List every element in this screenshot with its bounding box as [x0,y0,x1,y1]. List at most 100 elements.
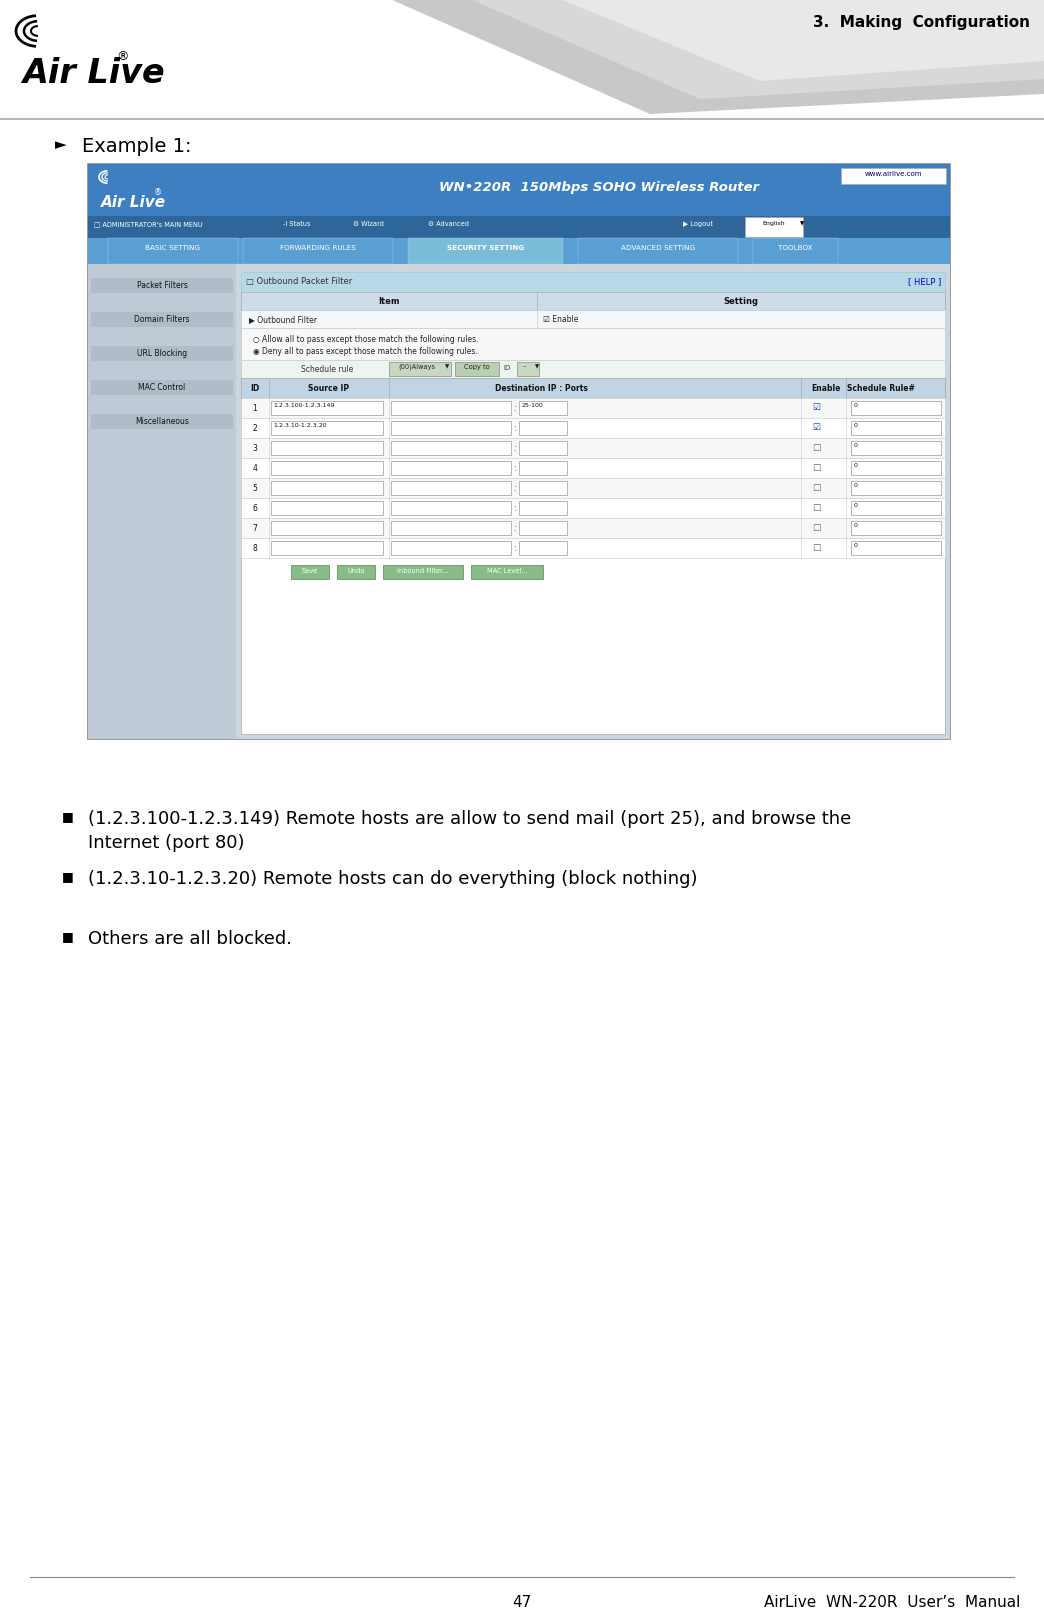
Text: ID: ID [503,365,511,371]
Text: □: □ [812,523,821,531]
Text: ▼: ▼ [535,363,540,368]
Text: 1.2.3.10-1.2.3.20: 1.2.3.10-1.2.3.20 [272,423,327,428]
Bar [851,542,941,555]
Text: Item: Item [378,297,400,305]
Bar [241,539,945,558]
Bar [241,458,945,479]
Bar [241,329,945,362]
Text: --: -- [523,363,527,368]
Text: 0: 0 [854,502,858,508]
Text: ▼: ▼ [800,221,804,226]
Bar [241,499,945,518]
Bar [91,347,233,362]
Text: Example 1:: Example 1: [82,137,191,157]
Text: [ HELP ]: [ HELP ] [907,278,941,286]
Text: ☑ Enable: ☑ Enable [543,315,578,324]
Text: 0: 0 [854,463,858,468]
Text: MAC Control: MAC Control [139,383,186,392]
Bar [851,402,941,416]
Bar [519,402,567,416]
Bar [389,363,451,376]
Text: ▶ Logout: ▶ Logout [683,221,713,228]
Text: Inbound Filter...: Inbound Filter... [398,568,449,573]
Bar [519,521,567,536]
Bar [392,502,511,516]
Text: Destination IP : Ports: Destination IP : Ports [495,384,588,392]
Text: Schedule rule: Schedule rule [301,365,353,374]
Text: BASIC SETTING: BASIC SETTING [145,245,200,250]
Text: SECURITY SETTING: SECURITY SETTING [447,245,524,250]
Bar [241,418,945,439]
Text: Copy to: Copy to [465,363,490,370]
Text: 0: 0 [854,483,858,487]
Text: URL Blocking: URL Blocking [137,349,187,358]
Bar [241,518,945,539]
Text: ⚙ Wizard: ⚙ Wizard [353,221,384,228]
Bar [88,265,950,739]
Bar [271,442,383,455]
Bar [91,279,233,294]
Bar [241,292,945,312]
Bar [455,363,499,376]
Bar [88,239,950,265]
Text: :: : [513,444,516,452]
Bar [851,421,941,436]
Text: ■: ■ [62,810,74,823]
Bar [91,415,233,429]
Text: Save: Save [302,568,318,573]
Bar [241,273,945,292]
Bar [88,216,950,239]
Text: ID: ID [251,384,260,392]
Bar [271,481,383,495]
Text: MAC Level...: MAC Level... [487,568,527,573]
Polygon shape [470,0,1044,100]
Text: 1.2.3.100-1.2.3.149: 1.2.3.100-1.2.3.149 [272,404,334,408]
Text: 2: 2 [253,424,258,433]
Text: ►: ► [55,137,67,152]
Bar [241,479,945,499]
Bar [841,169,946,186]
Bar [271,521,383,536]
Bar [241,379,945,399]
Bar [392,402,511,416]
Text: □: □ [812,442,821,452]
Bar [519,421,567,436]
Text: 7: 7 [253,523,258,533]
Bar [519,462,567,476]
Bar [88,165,950,739]
Bar [392,442,511,455]
Bar [578,239,738,265]
Polygon shape [560,0,1044,82]
Text: :: : [513,504,516,513]
Bar [91,381,233,395]
Text: Undo: Undo [348,568,364,573]
Text: (1.2.3.10-1.2.3.20) Remote hosts can do everything (block nothing): (1.2.3.10-1.2.3.20) Remote hosts can do … [88,870,697,888]
Text: AirLive  WN-220R  User’s  Manual: AirLive WN-220R User’s Manual [763,1595,1020,1609]
Bar [392,542,511,555]
Text: □: □ [812,542,821,552]
Text: Air Live: Air Live [22,56,165,90]
Bar [392,481,511,495]
Bar [471,565,543,579]
Bar [271,402,383,416]
Text: Setting: Setting [723,297,758,305]
Text: Domain Filters: Domain Filters [135,315,190,324]
Text: :: : [513,463,516,473]
Text: ▶ Outbound Filter: ▶ Outbound Filter [250,315,317,324]
Bar [392,521,511,536]
Text: ®: ® [116,50,128,63]
Bar [851,502,941,516]
Bar [88,265,236,739]
Bar [241,439,945,458]
Text: 0: 0 [854,523,858,528]
Text: 3: 3 [253,444,258,452]
Text: 1: 1 [253,404,258,413]
Text: English: English [763,221,785,226]
Text: ■: ■ [62,870,74,883]
Text: ▼: ▼ [445,363,449,368]
Text: 3.  Making  Configuration: 3. Making Configuration [813,15,1030,31]
Text: :: : [513,544,516,552]
Text: Miscellaneous: Miscellaneous [135,416,189,426]
Text: (00)Always: (00)Always [399,363,435,370]
Bar [392,462,511,476]
